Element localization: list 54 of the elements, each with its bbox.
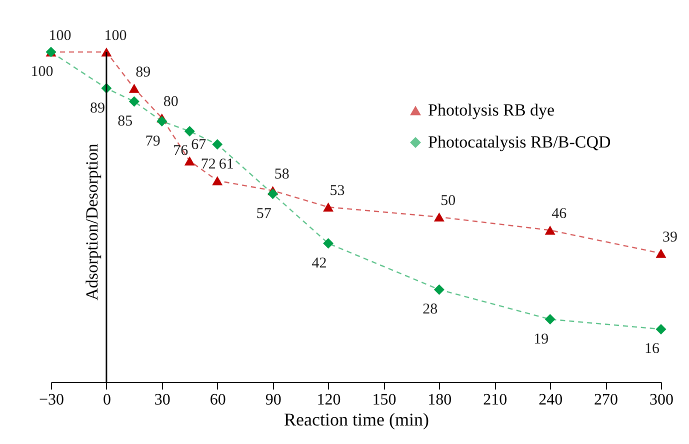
x-tick-label: 120 xyxy=(316,392,341,408)
x-tick-label: 90 xyxy=(265,392,282,408)
legend-label: Photolysis RB dye xyxy=(428,100,555,120)
point xyxy=(212,139,223,150)
x-tick-label: −30 xyxy=(38,392,64,408)
point xyxy=(128,84,140,93)
data-label: 89 xyxy=(136,64,151,80)
x-tick-label: 270 xyxy=(594,392,618,408)
data-label: 46 xyxy=(552,206,568,222)
point xyxy=(156,116,168,127)
data-label: 72 xyxy=(200,156,216,172)
point xyxy=(184,156,195,166)
data-label: 53 xyxy=(330,183,345,200)
x-tick-label: 180 xyxy=(428,392,452,408)
data-label: 50 xyxy=(440,193,456,209)
point xyxy=(212,176,223,186)
data-label: 19 xyxy=(534,331,549,348)
data-label: 89 xyxy=(90,100,105,116)
point xyxy=(128,96,140,107)
data-label: 80 xyxy=(163,94,178,110)
point xyxy=(434,212,444,222)
data-label: 100 xyxy=(104,28,127,44)
data-label: 28 xyxy=(422,302,438,318)
data-label: 85 xyxy=(118,114,133,130)
point xyxy=(656,324,666,334)
x-tick-label: 30 xyxy=(154,392,170,408)
ref-line-label: Adsorption/Desorption xyxy=(82,143,102,300)
point xyxy=(544,226,556,235)
data-label: 79 xyxy=(145,133,160,150)
x-tick-label: 240 xyxy=(538,392,563,408)
data-label: 57 xyxy=(256,206,272,222)
point xyxy=(184,126,195,136)
point xyxy=(323,238,334,249)
legend-label: Photocatalysis RB/B-CQD xyxy=(428,132,611,152)
x-tick-label: 300 xyxy=(650,392,674,408)
x-tick-label: 0 xyxy=(102,392,111,408)
data-label: 76 xyxy=(173,143,189,160)
data-label: 42 xyxy=(312,255,327,272)
point xyxy=(544,314,556,325)
x-tick-label: 150 xyxy=(372,392,396,408)
x-axis-title: Reaction time (min) xyxy=(284,410,429,430)
data-label: 67 xyxy=(191,136,207,153)
data-label: 100 xyxy=(30,64,54,80)
data-label: 58 xyxy=(274,166,290,183)
point xyxy=(656,248,666,258)
point xyxy=(268,188,278,200)
x-tick-label: 210 xyxy=(483,392,508,408)
data-label: 61 xyxy=(218,156,234,173)
data-label: 39 xyxy=(662,229,678,246)
data-label: 16 xyxy=(644,341,660,358)
data-label: 100 xyxy=(48,28,72,44)
point xyxy=(434,284,444,295)
x-tick-label: 60 xyxy=(210,392,226,408)
point xyxy=(323,202,334,212)
